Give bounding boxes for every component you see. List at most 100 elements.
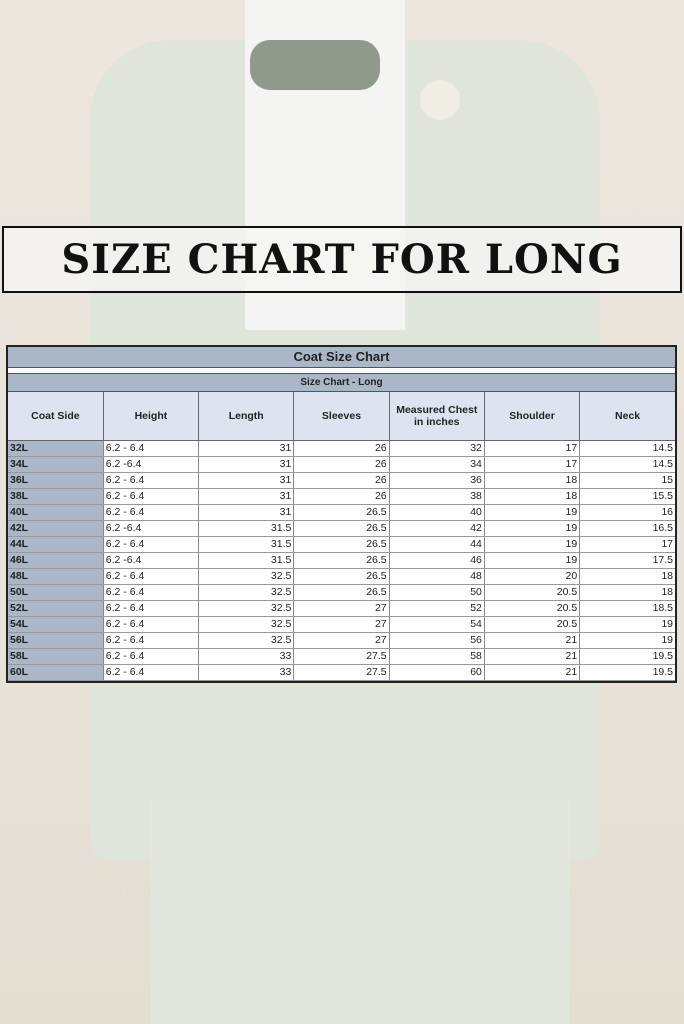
table-cell: 17 bbox=[579, 536, 675, 553]
table-cell: 18 bbox=[484, 488, 581, 505]
table-cell: 18.5 bbox=[579, 600, 675, 617]
table-cell: 16.5 bbox=[579, 520, 675, 537]
table-cell: 19 bbox=[484, 520, 581, 537]
table-cell: 60 bbox=[389, 664, 485, 681]
size-cell: 52L bbox=[8, 600, 104, 617]
table-row: 44L 6.2 - 6.4 31.5 26.5 44 19 17 bbox=[8, 536, 675, 553]
table-cell: 27 bbox=[293, 632, 390, 649]
table-cell: 18 bbox=[579, 584, 675, 601]
table-cell: 32.5 bbox=[198, 616, 295, 633]
coat-size-table: Coat Size Chart Size Chart - Long Coat S… bbox=[6, 345, 677, 683]
table-cell: 14.5 bbox=[579, 456, 675, 473]
table-cell: 18 bbox=[579, 568, 675, 585]
table-cell: 18 bbox=[484, 472, 581, 489]
table-cell: 32.5 bbox=[198, 584, 295, 601]
table-row: 56L 6.2 - 6.4 32.5 27 56 21 19 bbox=[8, 632, 675, 649]
table-cell: 6.2 -6.4 bbox=[103, 520, 200, 537]
size-cell: 46L bbox=[8, 552, 104, 569]
table-cell: 56 bbox=[389, 632, 485, 649]
table-cell: 33 bbox=[198, 664, 295, 681]
table-row: 40L 6.2 - 6.4 31 26.5 40 19 16 bbox=[8, 504, 675, 521]
table-cell: 26.5 bbox=[293, 504, 390, 521]
table-cell: 17 bbox=[484, 440, 581, 457]
table-cell: 31 bbox=[198, 472, 295, 489]
table-cell: 50 bbox=[389, 584, 485, 601]
table-cell: 17 bbox=[484, 456, 581, 473]
table-cell: 6.2 - 6.4 bbox=[103, 568, 200, 585]
table-cell: 32.5 bbox=[198, 632, 295, 649]
table-cell: 26.5 bbox=[293, 520, 390, 537]
table-cell: 6.2 - 6.4 bbox=[103, 584, 200, 601]
table-cell: 16 bbox=[579, 504, 675, 521]
table-cell: 36 bbox=[389, 472, 485, 489]
table-cell: 58 bbox=[389, 648, 485, 665]
table-row: 54L 6.2 - 6.4 32.5 27 54 20.5 19 bbox=[8, 616, 675, 633]
table-cell: 19 bbox=[484, 536, 581, 553]
table-cell: 6.2 -6.4 bbox=[103, 552, 200, 569]
banner-title: SIZE CHART FOR LONG bbox=[61, 236, 623, 283]
size-cell: 60L bbox=[8, 664, 104, 681]
table-cell: 40 bbox=[389, 504, 485, 521]
table-cell: 26.5 bbox=[293, 536, 390, 553]
table-subtitle: Size Chart - Long bbox=[8, 373, 675, 392]
table-cell: 34 bbox=[389, 456, 485, 473]
table-cell: 31 bbox=[198, 504, 295, 521]
size-cell: 32L bbox=[8, 440, 104, 457]
table-cell: 6.2 - 6.4 bbox=[103, 504, 200, 521]
table-title: Coat Size Chart bbox=[8, 347, 675, 368]
size-cell: 40L bbox=[8, 504, 104, 521]
table-cell: 27 bbox=[293, 616, 390, 633]
table-row: 48L 6.2 - 6.4 32.5 26.5 48 20 18 bbox=[8, 568, 675, 585]
table-cell: 20.5 bbox=[484, 600, 581, 617]
column-header: Coat Side bbox=[8, 392, 104, 441]
size-chart-banner: SIZE CHART FOR LONG bbox=[2, 226, 682, 293]
column-header: Sleeves bbox=[293, 392, 390, 441]
size-cell: 56L bbox=[8, 632, 104, 649]
table-cell: 27 bbox=[293, 600, 390, 617]
table-cell: 32.5 bbox=[198, 600, 295, 617]
table-cell: 6.2 - 6.4 bbox=[103, 648, 200, 665]
column-header: Height bbox=[103, 392, 200, 441]
table-cell: 19 bbox=[579, 632, 675, 649]
size-cell: 58L bbox=[8, 648, 104, 665]
table-cell: 31 bbox=[198, 456, 295, 473]
table-cell: 26 bbox=[293, 488, 390, 505]
table-cell: 27.5 bbox=[293, 648, 390, 665]
table-cell: 15.5 bbox=[579, 488, 675, 505]
table-cell: 6.2 - 6.4 bbox=[103, 536, 200, 553]
table-cell: 26 bbox=[293, 440, 390, 457]
column-header: Measured Chest in inches bbox=[389, 392, 485, 441]
table-cell: 31.5 bbox=[198, 552, 295, 569]
table-cell: 31.5 bbox=[198, 536, 295, 553]
size-cell: 48L bbox=[8, 568, 104, 585]
size-cell: 54L bbox=[8, 616, 104, 633]
table-cell: 26.5 bbox=[293, 584, 390, 601]
table-row: 52L 6.2 - 6.4 32.5 27 52 20.5 18.5 bbox=[8, 600, 675, 617]
table-cell: 19 bbox=[484, 552, 581, 569]
size-cell: 34L bbox=[8, 456, 104, 473]
column-header: Length bbox=[198, 392, 295, 441]
table-cell: 44 bbox=[389, 536, 485, 553]
table-cell: 26 bbox=[293, 472, 390, 489]
table-cell: 6.2 - 6.4 bbox=[103, 616, 200, 633]
table-cell: 6.2 - 6.4 bbox=[103, 472, 200, 489]
size-cell: 42L bbox=[8, 520, 104, 537]
table-cell: 21 bbox=[484, 664, 581, 681]
table-cell: 15 bbox=[579, 472, 675, 489]
table-cell: 20 bbox=[484, 568, 581, 585]
table-cell: 6.2 - 6.4 bbox=[103, 600, 200, 617]
table-row: 46L 6.2 -6.4 31.5 26.5 46 19 17.5 bbox=[8, 552, 675, 569]
table-cell: 33 bbox=[198, 648, 295, 665]
table-cell: 38 bbox=[389, 488, 485, 505]
table-row: 60L 6.2 - 6.4 33 27.5 60 21 19.5 bbox=[8, 664, 675, 681]
table-cell: 6.2 - 6.4 bbox=[103, 664, 200, 681]
table-cell: 6.2 - 6.4 bbox=[103, 488, 200, 505]
table-row: 32L 6.2 - 6.4 31 26 32 17 14.5 bbox=[8, 440, 675, 457]
table-cell: 52 bbox=[389, 600, 485, 617]
table-cell: 17.5 bbox=[579, 552, 675, 569]
table-row: 58L 6.2 - 6.4 33 27.5 58 21 19.5 bbox=[8, 648, 675, 665]
table-row: 42L 6.2 -6.4 31.5 26.5 42 19 16.5 bbox=[8, 520, 675, 537]
table-cell: 31.5 bbox=[198, 520, 295, 537]
table-cell: 54 bbox=[389, 616, 485, 633]
table-cell: 21 bbox=[484, 632, 581, 649]
